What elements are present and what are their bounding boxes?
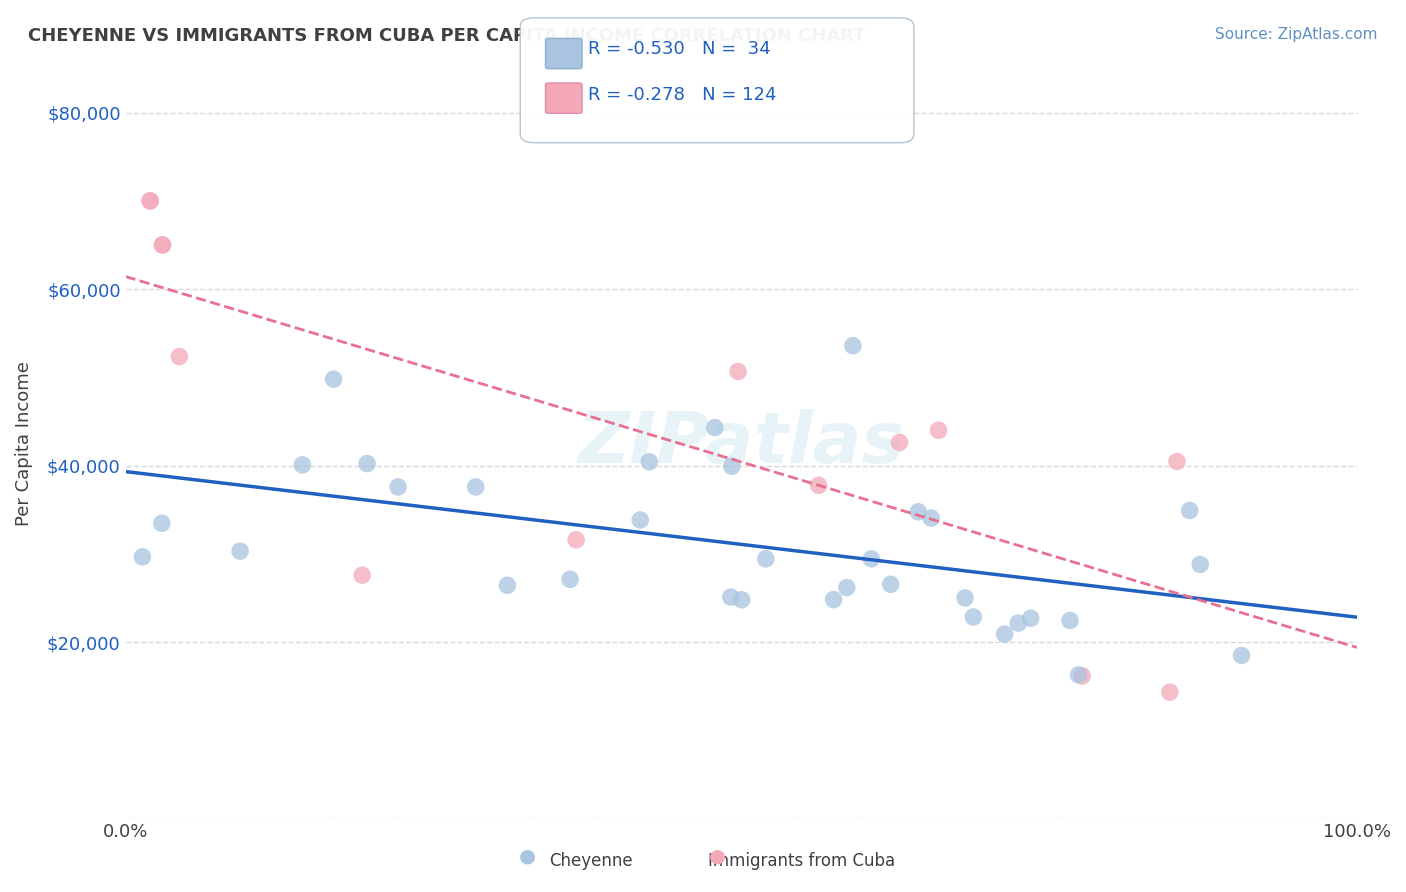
Point: [920, 511, 942, 525]
Point: [496, 578, 519, 592]
Text: ●: ●: [709, 847, 725, 865]
Point: [638, 455, 661, 469]
Point: [731, 592, 754, 607]
Point: [139, 194, 162, 208]
Point: [150, 516, 173, 531]
Point: [387, 480, 409, 494]
Text: R = -0.278   N = 124: R = -0.278 N = 124: [588, 87, 776, 104]
Point: [889, 435, 911, 450]
Point: [352, 568, 374, 582]
Point: [880, 577, 903, 591]
Point: [721, 459, 744, 474]
Point: [928, 423, 950, 437]
Text: Immigrants from Cuba: Immigrants from Cuba: [707, 852, 896, 870]
Text: R = -0.530   N =  34: R = -0.530 N = 34: [588, 40, 770, 58]
Text: CHEYENNE VS IMMIGRANTS FROM CUBA PER CAPITA INCOME CORRELATION CHART: CHEYENNE VS IMMIGRANTS FROM CUBA PER CAP…: [28, 27, 866, 45]
Point: [291, 458, 314, 472]
Point: [720, 590, 742, 604]
Point: [835, 581, 858, 595]
Point: [1071, 669, 1094, 683]
Text: ●: ●: [519, 847, 536, 865]
Point: [1189, 558, 1212, 572]
Point: [823, 592, 845, 607]
Point: [628, 513, 651, 527]
Point: [994, 627, 1017, 641]
Point: [953, 591, 976, 605]
Point: [152, 238, 174, 252]
Point: [1166, 454, 1188, 468]
Point: [962, 610, 984, 624]
Point: [860, 551, 883, 566]
Text: Cheyenne: Cheyenne: [548, 852, 633, 870]
Point: [356, 457, 378, 471]
Point: [169, 350, 191, 364]
Text: ZIPatlas: ZIPatlas: [578, 409, 905, 478]
Point: [464, 480, 486, 494]
Point: [152, 238, 174, 252]
Point: [1178, 503, 1201, 517]
Point: [322, 372, 344, 386]
Point: [1007, 616, 1029, 631]
Point: [131, 549, 153, 564]
Point: [1230, 648, 1253, 663]
Point: [807, 478, 830, 492]
Point: [703, 420, 725, 434]
Point: [229, 544, 252, 558]
Point: [755, 552, 778, 566]
Point: [565, 533, 588, 547]
Point: [1019, 611, 1042, 625]
Point: [907, 505, 929, 519]
Point: [1059, 614, 1081, 628]
Point: [1067, 668, 1090, 682]
Y-axis label: Per Capita Income: Per Capita Income: [15, 361, 32, 526]
Point: [842, 339, 865, 353]
Point: [139, 194, 162, 208]
Point: [558, 572, 581, 586]
Point: [727, 364, 749, 378]
Point: [1159, 685, 1181, 699]
Text: Source: ZipAtlas.com: Source: ZipAtlas.com: [1215, 27, 1378, 42]
